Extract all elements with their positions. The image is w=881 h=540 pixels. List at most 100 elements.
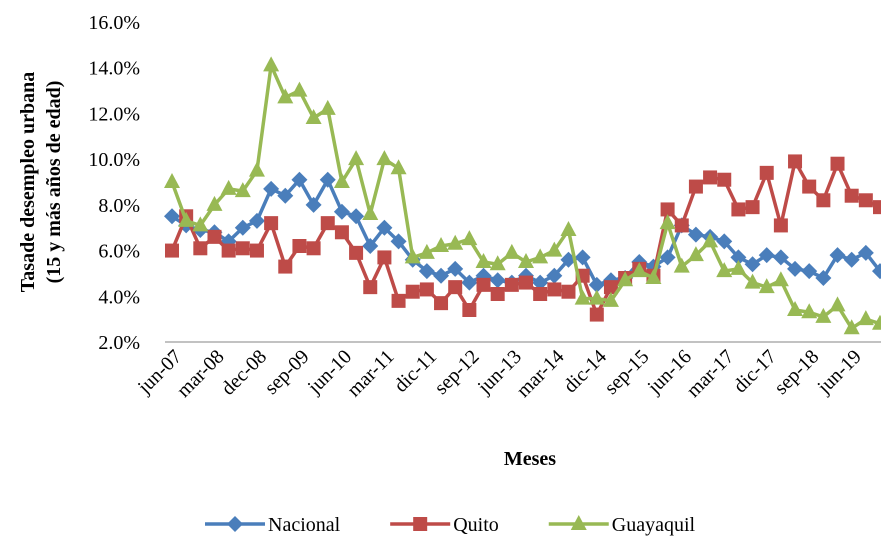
data-point — [263, 180, 280, 197]
legend-label: Nacional — [268, 514, 341, 536]
x-tick-label: dic-14 — [559, 346, 611, 398]
data-point — [688, 179, 703, 194]
data-point — [235, 241, 250, 256]
x-tick-label: mar-17 — [682, 346, 738, 402]
data-point — [447, 260, 464, 277]
data-point — [193, 241, 208, 256]
data-point — [363, 280, 378, 295]
data-point — [164, 173, 180, 188]
data-point — [503, 243, 520, 259]
data-point — [801, 263, 818, 280]
data-point — [872, 263, 881, 280]
data-point — [489, 272, 506, 289]
data-point — [249, 243, 264, 258]
data-point — [418, 243, 435, 259]
data-point — [588, 289, 605, 305]
data-point — [730, 249, 747, 266]
data-point — [489, 255, 506, 271]
data-point — [291, 171, 308, 188]
x-tick-label: mar-11 — [343, 346, 399, 402]
data-point — [376, 219, 393, 236]
data-point — [192, 216, 209, 232]
data-point — [377, 250, 392, 265]
y-axis-title: Tasade desempleo urbana — [17, 72, 39, 292]
data-point — [462, 303, 477, 317]
data-point — [787, 301, 804, 316]
y-tick-label: 10.0% — [88, 149, 140, 171]
data-point — [390, 159, 407, 175]
data-point — [291, 81, 308, 97]
legend-label: Quito — [453, 514, 499, 536]
data-point — [759, 165, 774, 180]
data-point — [418, 263, 435, 280]
data-point — [419, 282, 434, 297]
data-point — [220, 179, 237, 195]
data-point — [320, 216, 335, 231]
data-point — [234, 219, 251, 236]
data-point — [843, 251, 860, 268]
legend-label: Guayaquil — [612, 514, 696, 536]
data-point — [461, 274, 478, 291]
data-point — [333, 173, 350, 188]
y-tick-label: 6.0% — [98, 241, 140, 263]
data-point — [319, 171, 336, 188]
y-tick-label: 12.0% — [88, 103, 140, 125]
data-point — [588, 276, 605, 293]
data-point — [391, 293, 406, 308]
data-point — [758, 247, 775, 264]
data-point — [475, 253, 492, 268]
data-point — [278, 259, 293, 274]
data-point — [560, 251, 577, 268]
data-point — [858, 193, 873, 208]
data-point — [305, 109, 322, 124]
data-point — [772, 249, 789, 266]
data-point — [674, 218, 689, 233]
data-point — [744, 273, 761, 289]
data-point — [376, 150, 393, 166]
data-point — [702, 232, 719, 248]
data-point — [687, 246, 704, 262]
data-point — [716, 233, 733, 250]
data-point — [758, 278, 775, 294]
data-point — [234, 182, 251, 198]
data-point — [165, 243, 179, 258]
data-point — [574, 289, 591, 305]
data-point — [263, 56, 280, 72]
data-point — [305, 196, 322, 213]
y-tick-label: 14.0% — [88, 58, 140, 80]
data-point — [815, 270, 832, 286]
data-point — [716, 262, 733, 278]
data-point — [546, 241, 563, 257]
data-point — [292, 239, 307, 253]
y-tick-label: 8.0% — [98, 195, 140, 217]
data-point — [362, 238, 379, 254]
data-point — [349, 245, 364, 260]
data-point — [857, 244, 874, 261]
data-point — [815, 307, 832, 323]
data-point — [659, 249, 676, 266]
x-tick-label: dic-11 — [390, 346, 441, 397]
data-point — [730, 259, 747, 275]
y-tick-label: 16.0% — [88, 12, 140, 34]
data-point — [447, 234, 464, 250]
data-point — [206, 195, 223, 211]
data-point — [687, 226, 704, 243]
data-point — [248, 212, 265, 229]
data-point — [277, 187, 294, 204]
x-tick-label: sep-09 — [260, 346, 313, 399]
data-point — [448, 280, 463, 295]
y-tick-label: 4.0% — [98, 286, 140, 308]
data-point — [574, 249, 591, 266]
x-tick-label: mar-08 — [173, 346, 229, 402]
data-point — [433, 267, 450, 284]
data-point — [660, 202, 675, 217]
data-point — [433, 237, 450, 252]
legend-marker — [570, 515, 587, 530]
data-point — [873, 200, 881, 215]
x-tick-label: mar-14 — [512, 346, 568, 402]
data-point — [164, 208, 180, 225]
data-point — [872, 314, 881, 330]
data-point — [703, 170, 718, 185]
data-point — [178, 211, 195, 227]
